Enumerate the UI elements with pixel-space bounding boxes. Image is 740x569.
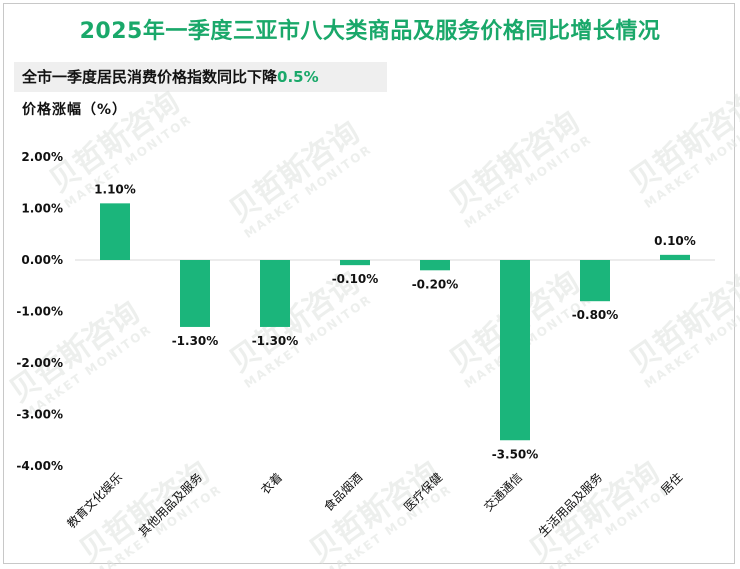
data-label: -0.10%	[332, 272, 379, 286]
data-label: -1.30%	[252, 334, 299, 348]
y-tick-label: -3.00%	[16, 408, 63, 422]
chart-title: 2025年一季度三亚市八大类商品及服务价格同比增长情况	[79, 19, 661, 44]
category-label: 交通通信	[481, 470, 526, 515]
y-axis-label: 价格涨幅（%）	[22, 102, 128, 118]
y-tick-label: 0.00%	[21, 253, 63, 267]
y-tick-label: 1.00%	[21, 202, 63, 216]
data-label: 0.10%	[654, 234, 696, 248]
bar	[340, 260, 370, 266]
y-tick-label: -1.00%	[16, 305, 63, 319]
bar	[500, 260, 530, 441]
data-label: -1.30%	[172, 334, 219, 348]
bars	[100, 203, 690, 441]
bar	[420, 260, 450, 271]
y-axis-ticks: 2.00% 1.00% 0.00% -1.00% -2.00% -3.00% -4.00%	[16, 150, 63, 473]
data-label: 1.10%	[94, 182, 136, 196]
y-tick-label: 2.00%	[21, 150, 63, 164]
bar	[100, 203, 130, 260]
data-label: -0.80%	[572, 308, 619, 322]
subtitle-box	[14, 62, 387, 92]
subtitle: 全市一季度居民消费价格指数同比下降0.5%	[22, 66, 319, 87]
y-tick-label: -2.00%	[16, 356, 63, 370]
chart-frame	[3, 3, 735, 564]
data-label: -0.20%	[412, 277, 459, 291]
bar	[580, 260, 610, 302]
bar	[260, 260, 290, 327]
y-tick-label: -4.00%	[16, 459, 63, 473]
subtitle-highlight: 0.5%	[277, 68, 319, 86]
bar	[660, 254, 690, 260]
subtitle-text: 全市一季度居民消费价格指数同比下降	[22, 68, 278, 86]
data-labels: 1.10% -1.30% -1.30% -0.10% -0.20% -3.50% -0.80…	[94, 182, 696, 461]
data-label: -3.50%	[492, 447, 539, 461]
category-label: 衣着	[258, 470, 286, 498]
bar	[180, 260, 210, 327]
